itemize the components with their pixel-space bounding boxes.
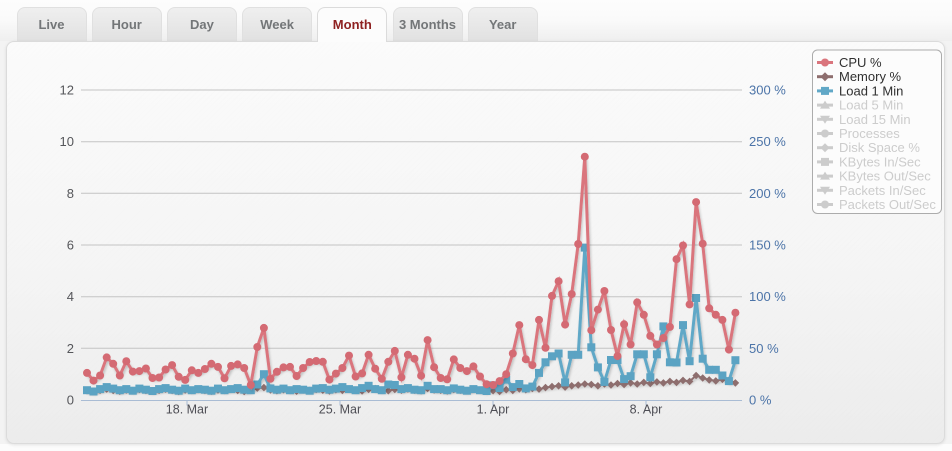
svg-text:KBytes Out/Sec: KBytes Out/Sec bbox=[839, 169, 931, 184]
svg-text:6: 6 bbox=[67, 238, 74, 253]
svg-text:Load 5 Min: Load 5 Min bbox=[839, 98, 903, 113]
svg-text:0 %: 0 % bbox=[749, 393, 772, 408]
svg-text:18. Mar: 18. Mar bbox=[166, 403, 208, 417]
svg-text:200 %: 200 % bbox=[749, 186, 786, 201]
svg-text:0: 0 bbox=[67, 393, 74, 408]
svg-text:4: 4 bbox=[67, 289, 74, 304]
svg-text:100 %: 100 % bbox=[749, 289, 786, 304]
svg-text:12: 12 bbox=[60, 83, 74, 98]
svg-text:10: 10 bbox=[60, 134, 74, 149]
svg-text:Processes: Processes bbox=[839, 126, 900, 141]
svg-text:Packets In/Sec: Packets In/Sec bbox=[839, 183, 926, 198]
svg-text:2: 2 bbox=[67, 341, 74, 356]
svg-text:Disk Space %: Disk Space % bbox=[839, 140, 920, 155]
svg-text:25. Mar: 25. Mar bbox=[319, 403, 361, 417]
svg-text:CPU %: CPU % bbox=[839, 55, 882, 70]
svg-text:250 %: 250 % bbox=[749, 134, 786, 149]
svg-text:Packets Out/Sec: Packets Out/Sec bbox=[839, 197, 936, 212]
svg-text:8. Apr: 8. Apr bbox=[630, 403, 663, 417]
svg-text:1. Apr: 1. Apr bbox=[477, 403, 510, 417]
svg-text:Load 15 Min: Load 15 Min bbox=[839, 112, 911, 127]
svg-text:300 %: 300 % bbox=[749, 83, 786, 98]
svg-text:KBytes In/Sec: KBytes In/Sec bbox=[839, 154, 921, 169]
svg-text:Load 1 Min: Load 1 Min bbox=[839, 83, 903, 98]
svg-text:50 %: 50 % bbox=[749, 341, 779, 356]
svg-text:150 %: 150 % bbox=[749, 238, 786, 253]
svg-text:8: 8 bbox=[67, 186, 74, 201]
svg-text:Memory %: Memory % bbox=[839, 69, 902, 84]
